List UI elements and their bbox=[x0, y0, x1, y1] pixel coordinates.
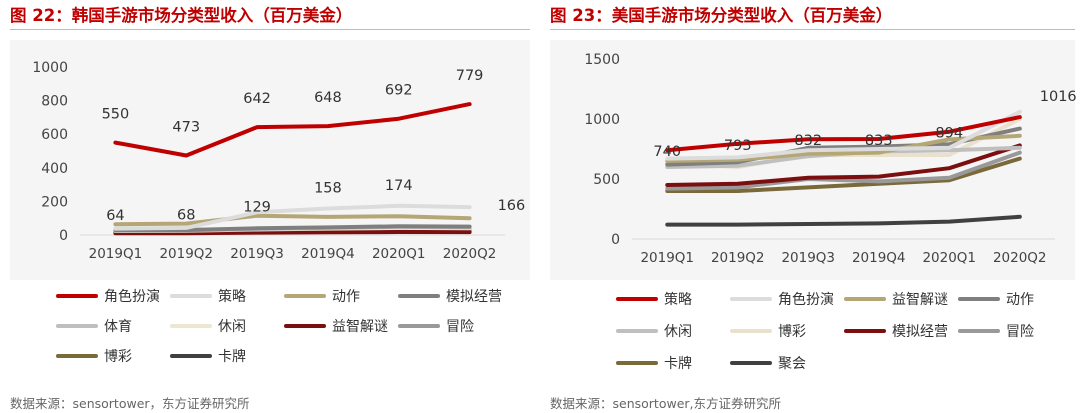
data-label: 174 bbox=[385, 178, 413, 194]
data-label: 166 bbox=[498, 198, 526, 214]
x-tick-label: 2020Q1 bbox=[372, 246, 426, 262]
x-tick-label: 2019Q4 bbox=[301, 246, 355, 262]
data-label: 158 bbox=[314, 180, 342, 196]
series-line-1 bbox=[665, 115, 1022, 153]
series-line-10 bbox=[665, 214, 1022, 227]
y-tick-label: 1000 bbox=[584, 112, 620, 128]
series-line-7 bbox=[113, 230, 472, 236]
legend-label: 聚会 bbox=[778, 356, 806, 372]
y-tick-label: 600 bbox=[41, 127, 68, 143]
legend-label: 卡牌 bbox=[218, 348, 246, 365]
title-divider bbox=[550, 29, 1075, 30]
x-tick-label: 2020Q1 bbox=[922, 250, 976, 266]
x-tick-label: 2019Q4 bbox=[852, 250, 906, 266]
legend-label: 卡牌 bbox=[664, 355, 692, 372]
source-note: 数据来源：sensortower，东方证券研究所 bbox=[10, 396, 250, 411]
series-line-7 bbox=[665, 143, 1022, 187]
title-divider bbox=[10, 29, 530, 30]
chart-panel-usa: 图 23：美国手游市场分类型收入（百万美金） 0 500 1000 1500 2019Q… bbox=[540, 0, 1080, 413]
plot-background bbox=[10, 40, 530, 280]
x-tick-label: 2019Q2 bbox=[711, 250, 765, 266]
x-tick-label: 2019Q3 bbox=[781, 250, 835, 266]
series-line-3 bbox=[113, 213, 472, 227]
data-label: 740 bbox=[653, 144, 681, 160]
y-tick-label: 800 bbox=[41, 94, 68, 110]
y-tick-label: 1500 bbox=[584, 52, 620, 68]
plot-background bbox=[550, 40, 1075, 280]
chart-title: 图 22：韩国手游市场分类型收入（百万美金） bbox=[10, 6, 353, 25]
korea-line-chart: 0 200 400 600 800 1000 2019Q1 2019Q2 2019Q3 2019Q… bbox=[10, 40, 530, 365]
series-line-2 bbox=[113, 203, 472, 231]
data-label: 832 bbox=[794, 133, 822, 149]
data-label: 129 bbox=[243, 200, 271, 216]
y-tick-label: 1000 bbox=[32, 60, 68, 76]
legend-label: 益智解谜 bbox=[892, 292, 948, 308]
series-line-8 bbox=[665, 150, 1022, 191]
series-line-1 bbox=[113, 102, 472, 158]
x-tick-label: 2019Q1 bbox=[640, 250, 694, 266]
legend-label: 角色扮演 bbox=[104, 288, 160, 305]
legend-label: 冒险 bbox=[446, 319, 474, 335]
data-label: 642 bbox=[243, 91, 271, 107]
legend-label: 博彩 bbox=[104, 348, 132, 365]
data-label: 793 bbox=[724, 138, 752, 154]
legend-label: 休闲 bbox=[218, 319, 246, 335]
legend-label: 体育 bbox=[104, 319, 132, 335]
legend-label: 动作 bbox=[332, 289, 360, 305]
source-note: 数据来源：sensortower,东方证券研究所 bbox=[550, 396, 782, 411]
y-tick-label: 200 bbox=[41, 194, 68, 210]
y-tick-label: 400 bbox=[41, 161, 68, 177]
chart-title: 图 23：美国手游市场分类型收入（百万美金） bbox=[550, 6, 893, 25]
data-label: 648 bbox=[314, 90, 342, 106]
legend-label: 模拟经营 bbox=[892, 324, 948, 340]
data-label: 692 bbox=[385, 83, 413, 99]
series-line-9 bbox=[665, 156, 1022, 193]
y-tick-label: 500 bbox=[593, 172, 620, 188]
data-label: 779 bbox=[456, 68, 484, 84]
x-tick-label: 2020Q2 bbox=[443, 246, 497, 262]
data-label: 894 bbox=[935, 126, 963, 142]
legend-label: 模拟经营 bbox=[446, 289, 502, 305]
data-label: 1016 bbox=[1040, 89, 1077, 105]
legend-label: 博彩 bbox=[778, 323, 806, 340]
data-label: 64 bbox=[106, 208, 124, 224]
x-tick-label: 2019Q3 bbox=[230, 246, 284, 262]
legend-label: 策略 bbox=[664, 291, 692, 308]
x-tick-label: 2019Q2 bbox=[159, 246, 213, 262]
series-line-4 bbox=[113, 224, 472, 233]
legend-label: 动作 bbox=[1006, 292, 1034, 308]
legend-label: 策略 bbox=[218, 288, 246, 305]
data-label: 473 bbox=[172, 120, 200, 136]
y-tick-label: 0 bbox=[611, 232, 620, 248]
x-tick-label: 2019Q1 bbox=[89, 246, 143, 262]
series-line-2 bbox=[665, 109, 1022, 161]
usa-line-chart: 0 500 1000 1500 2019Q1 2019Q2 2019Q3 2019Q4 2020… bbox=[550, 40, 1077, 372]
y-tick-label: 0 bbox=[59, 228, 68, 244]
legend-label: 益智解谜 bbox=[332, 319, 388, 335]
legend-label: 冒险 bbox=[1006, 324, 1034, 340]
chart-panel-korea: 图 22：韩国手游市场分类型收入（百万美金） 0 200 400 600 800 1000… bbox=[10, 6, 530, 411]
data-label: 68 bbox=[177, 208, 195, 224]
legend-label: 角色扮演 bbox=[778, 291, 834, 308]
series-line-3 bbox=[665, 133, 1022, 163]
data-label: 833 bbox=[865, 133, 893, 149]
legend-label: 休闲 bbox=[664, 324, 692, 340]
x-tick-label: 2020Q2 bbox=[993, 250, 1047, 266]
data-label: 550 bbox=[102, 107, 130, 123]
